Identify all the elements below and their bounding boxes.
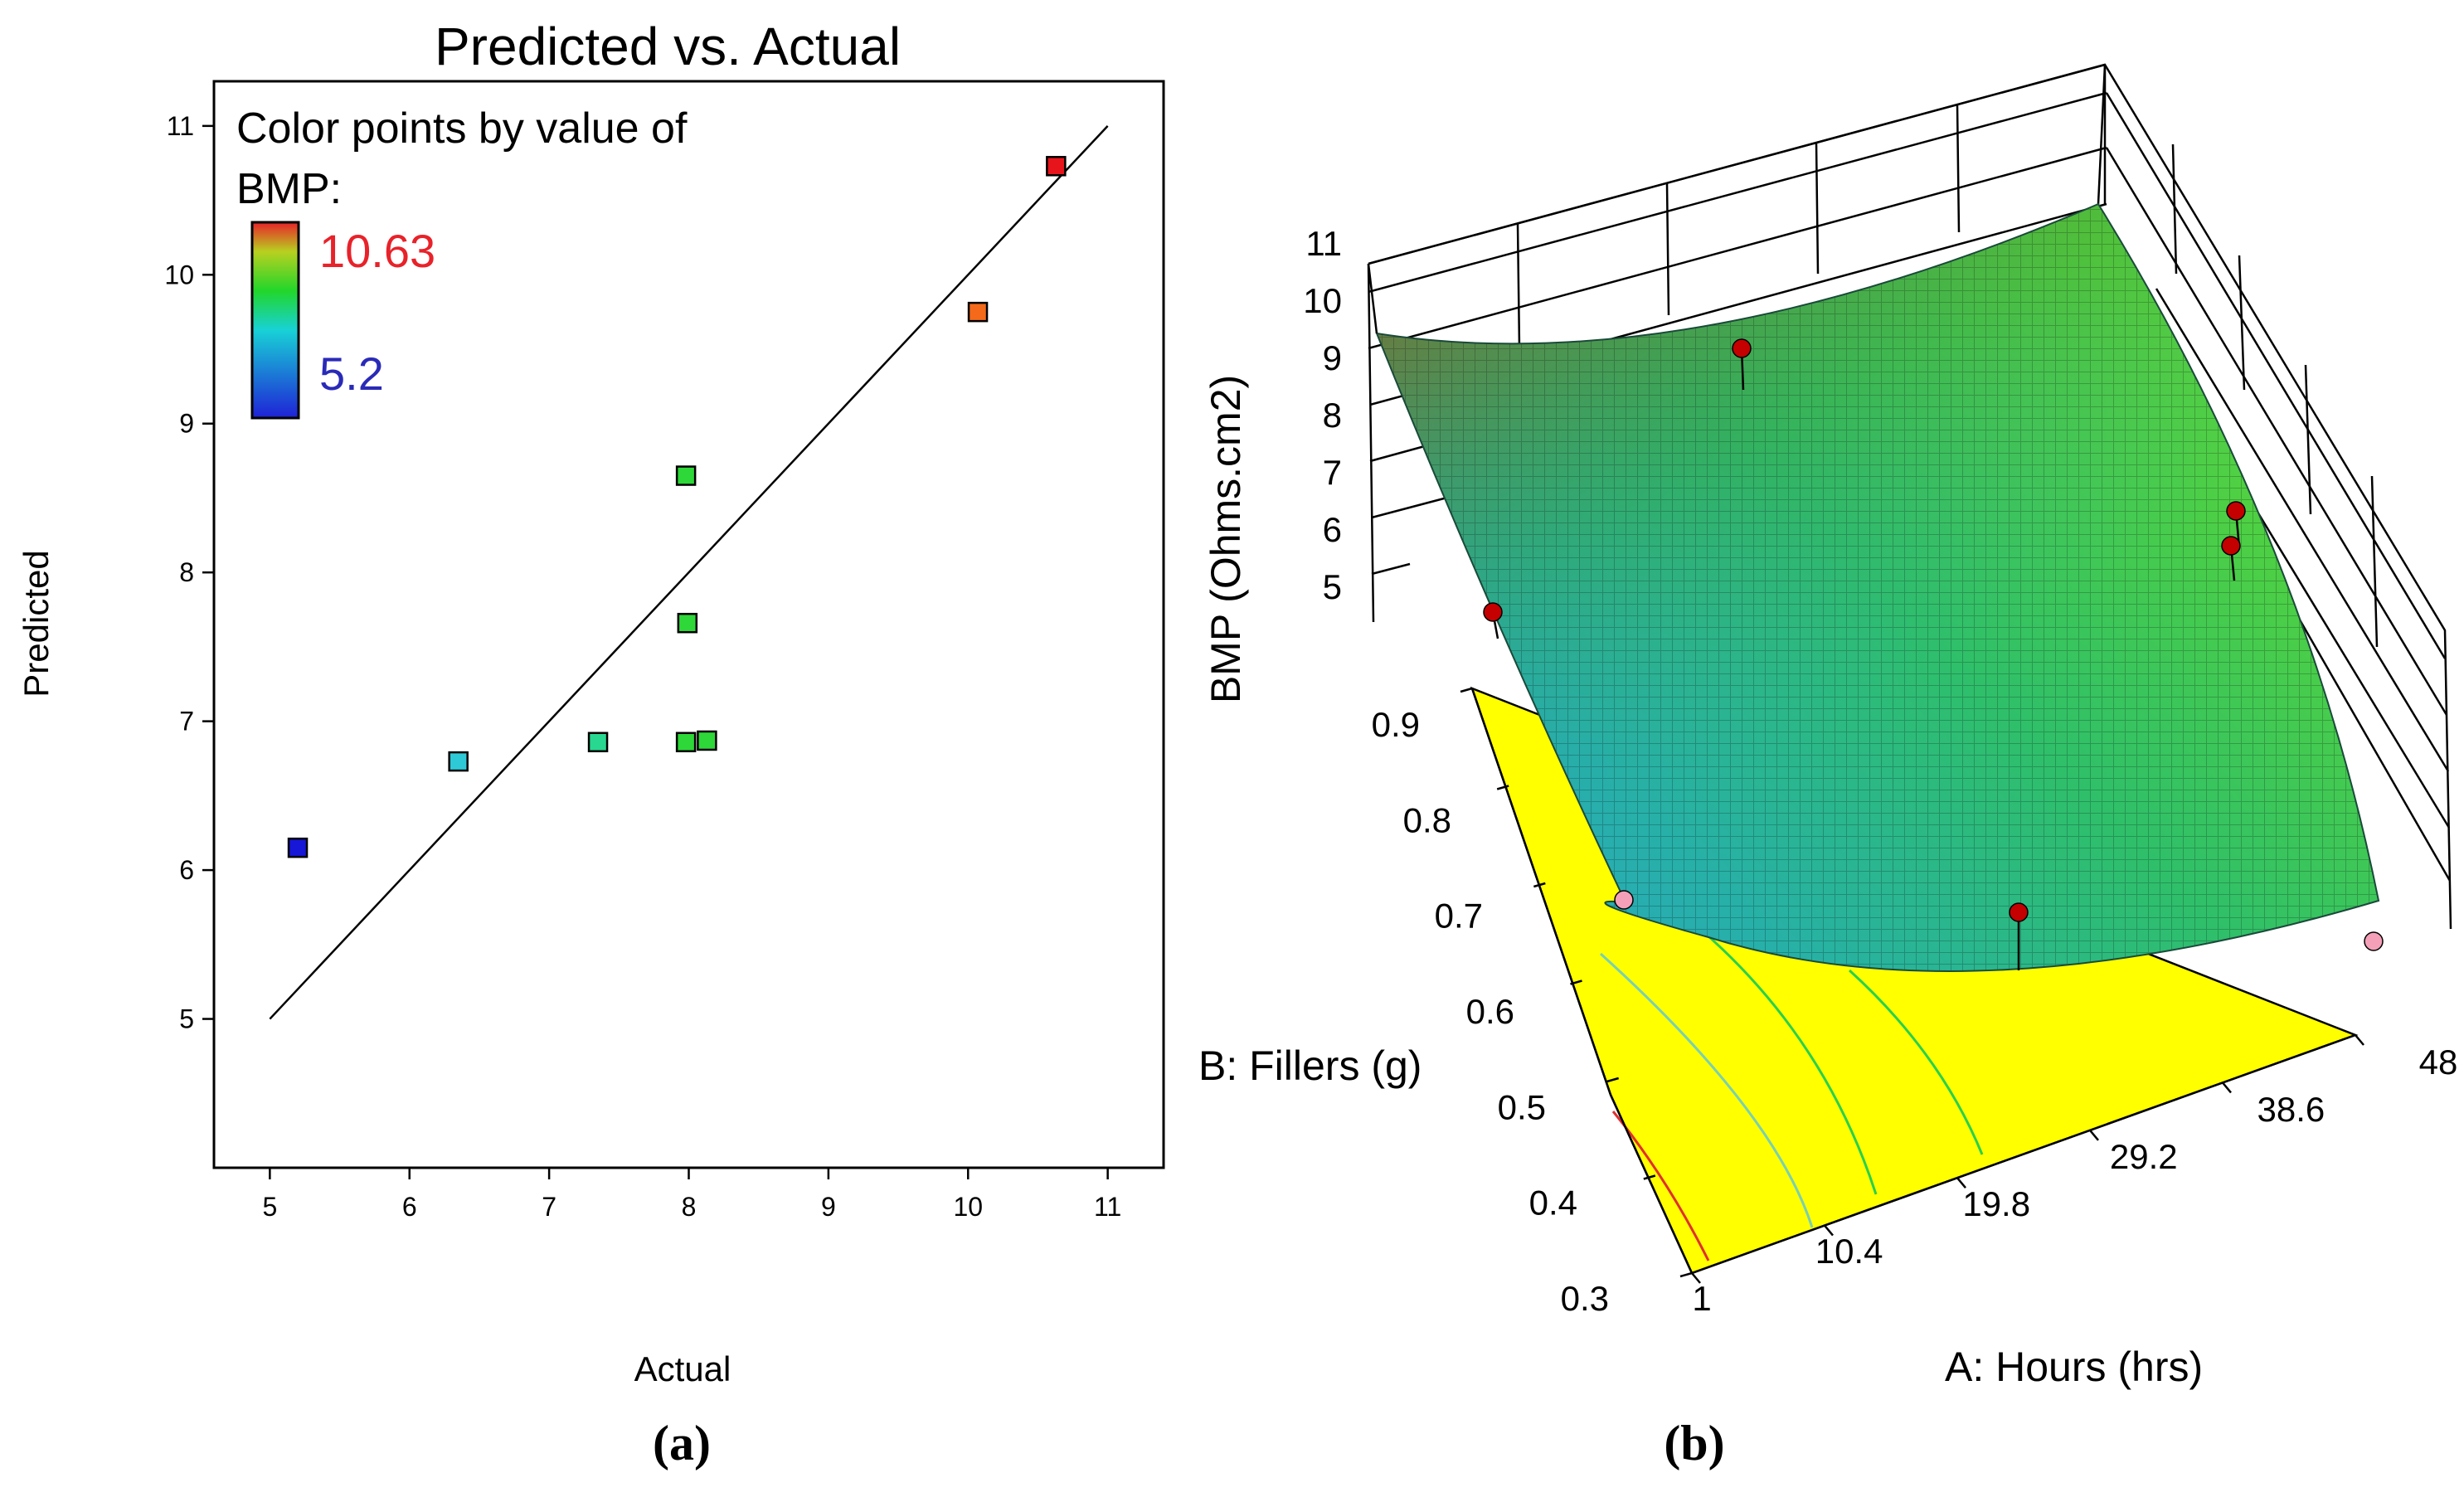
x-tick-label: 11 [1094,1192,1121,1222]
design-point [2226,501,2246,521]
data-point [675,732,697,753]
x-axis-label-3d: A: Hours (hrs) [1945,1344,2203,1390]
x-tick-label-3d: 1 [1692,1279,1711,1318]
z-tick-label: 10 [1303,281,1342,320]
y-tick-label: 9 [179,409,194,439]
design-point [1483,602,1503,622]
data-point [287,837,309,858]
x-tick-label: 7 [542,1192,556,1222]
x-tick-label: 10 [953,1192,983,1222]
design-point [1732,338,1752,358]
chart-title: Predicted vs. Actual [435,17,901,76]
x-tick-label: 8 [682,1192,697,1222]
design-point [2364,931,2384,951]
y-tick-label-3d: 0.7 [1435,897,1483,936]
data-point [967,301,989,323]
panel-b: 5 6 7 8 9 10 11 0.3 0.4 0.5 0.6 0.7 0.8 0.9 1 10.4 19.8 2… [1198,63,2457,1470]
data-point [448,751,469,772]
y-tick-3d [1606,1077,1620,1083]
y-tick-3d [1643,1174,1656,1180]
x-tick-3d [2355,1034,2364,1046]
design-point [2009,902,2029,922]
reference-line [269,124,1109,1020]
z-tick-label: 5 [1323,567,1342,606]
z-tick-label: 11 [1305,224,1342,263]
box-front-edges [1367,263,2356,1275]
y-tick-label: 8 [179,557,194,587]
legend-title-line2: BMP: [236,165,342,213]
y-tick-label: 11 [167,111,194,141]
y-tick-label-3d: 0.5 [1498,1087,1546,1126]
y-tick-3d [1496,785,1509,790]
y-tick-3d [1460,687,1473,693]
z-tick-label: 6 [1323,510,1342,549]
x-tick-label: 9 [821,1192,836,1222]
z-axis-label: BMP (Ohms.cm2) [1203,375,1249,703]
data-point [677,612,698,634]
legend-color-bar [250,221,300,420]
x-tick-3d [1956,1177,1966,1189]
x-tick-3d [1691,1272,1701,1284]
y-tick-label: 7 [179,707,194,736]
z-tick-label: 8 [1323,396,1342,435]
surface-mesh [1377,204,2379,971]
x-tick-3d [2089,1129,2099,1141]
data-point [1046,156,1067,177]
x-tick-label-3d: 38.6 [2257,1090,2325,1129]
axis-ticks-3d: 5 6 7 8 9 10 11 0.3 0.4 0.5 0.6 0.7 0.8 0.9 1 10.4 19.8 2… [1303,224,2457,1318]
y-tick-label-3d: 0.8 [1403,800,1451,839]
y-tick-label: 6 [179,855,194,885]
design-points [1483,338,2384,970]
z-tick-label: 7 [1323,453,1342,492]
panel-a: Predicted vs. Actual 5 6 7 8 9 10 11567891011 … [17,17,1165,1470]
x-tick-label-3d: 29.2 [2110,1137,2178,1176]
legend-low-value: 5.2 [319,348,384,400]
color-legend: Color points by value of BMP: 10.63 5.2 [236,105,688,420]
data-points [287,156,1067,858]
design-point [1614,890,1634,910]
x-tick-3d [2222,1082,2232,1094]
y-tick-label-3d: 0.3 [1561,1279,1609,1318]
surface-outline [1375,202,2380,972]
axis-ticks: 5 6 7 8 9 10 11 5 6 7 8 9 10 11 [164,111,1121,1222]
y-tick-label-3d: 0.4 [1529,1184,1577,1223]
x-axis-label: Actual [634,1349,731,1388]
x-tick-label: 6 [402,1192,417,1222]
x-tick-label: 5 [262,1192,277,1222]
y-tick-3d [1570,979,1582,985]
x-tick-label-3d: 19.8 [1962,1184,2030,1223]
y-tick-label-3d: 0.6 [1466,992,1514,1031]
x-tick-3d [1824,1224,1834,1237]
panel-b-caption: (b) [1664,1416,1724,1470]
y-tick-3d [1679,1271,1693,1278]
legend-high-value: 10.63 [319,225,435,277]
legend-title-line1: Color points by value of [236,105,688,153]
data-point [697,730,717,751]
y-axis-label-3d: B: Fillers (g) [1198,1043,1422,1089]
y-tick-label-3d: 0.9 [1372,705,1420,744]
panel-a-caption: (a) [653,1416,711,1470]
data-point [675,465,697,486]
design-point [2221,536,2241,556]
y-axis-label: Predicted [17,550,56,697]
y-tick-label: 5 [179,1004,194,1034]
z-tick-label: 9 [1323,338,1342,377]
y-tick-3d [1533,882,1546,888]
y-tick-label: 10 [164,260,194,289]
x-tick-label-3d: 48 [2419,1043,2458,1082]
data-point [587,732,609,753]
x-tick-label-3d: 10.4 [1815,1232,1883,1271]
